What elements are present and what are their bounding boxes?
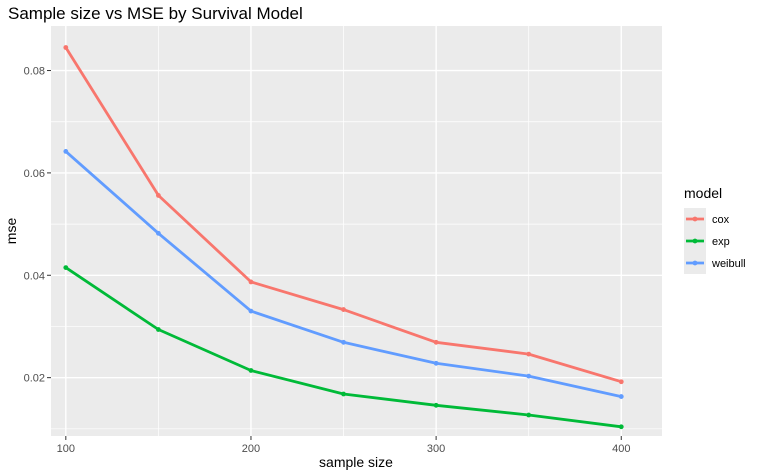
grid-major (51, 26, 662, 436)
data-point-exp (248, 368, 254, 373)
data-point-exp (526, 412, 532, 418)
data-point-weibull (248, 308, 254, 314)
x-axis-title: sample size (319, 454, 393, 470)
y-tick-label: 0.02 (24, 373, 45, 385)
legend-label-exp: exp (712, 236, 730, 248)
data-point-cox (618, 379, 624, 385)
data-point-exp (618, 424, 624, 430)
series-points (63, 45, 624, 430)
legend: model cox exp weibull (684, 185, 746, 274)
legend-key-point-cox (692, 216, 698, 222)
y-axis: 0.02 0.04 0.06 0.08 (24, 66, 51, 385)
legend-title: model (684, 185, 722, 201)
data-point-cox (341, 307, 346, 312)
data-point-exp (63, 265, 69, 270)
data-point-cox (433, 339, 439, 345)
legend-key-point-weibull (692, 260, 698, 266)
legend-label-weibull: weibull (711, 258, 746, 270)
data-point-weibull (63, 149, 69, 154)
x-axis: 100 200 300 400 (57, 436, 630, 455)
data-point-cox (155, 193, 161, 198)
legend-label-cox: cox (712, 214, 730, 226)
x-tick-label: 100 (57, 443, 75, 455)
y-tick-label: 0.06 (24, 168, 45, 180)
data-point-exp (433, 402, 439, 408)
y-tick-label: 0.08 (24, 66, 45, 78)
data-point-cox (248, 279, 254, 285)
data-point-cox (63, 45, 69, 50)
legend-key-point-exp (692, 238, 698, 244)
y-axis-title: mse (3, 218, 19, 245)
data-point-weibull (433, 360, 439, 366)
x-tick-label: 200 (242, 443, 260, 455)
y-tick-label: 0.04 (24, 270, 45, 282)
data-point-exp (155, 327, 161, 332)
legend-items: cox exp weibull (684, 208, 746, 274)
data-point-weibull (155, 230, 161, 236)
data-point-weibull (341, 339, 346, 345)
plot-panel (51, 26, 662, 436)
data-point-weibull (526, 373, 532, 379)
data-point-exp (341, 391, 346, 397)
data-point-weibull (618, 394, 624, 399)
x-tick-label: 300 (427, 443, 445, 455)
data-point-cox (526, 351, 532, 357)
x-tick-label: 400 (612, 443, 630, 455)
chart-title: Sample size vs MSE by Survival Model (8, 4, 303, 23)
